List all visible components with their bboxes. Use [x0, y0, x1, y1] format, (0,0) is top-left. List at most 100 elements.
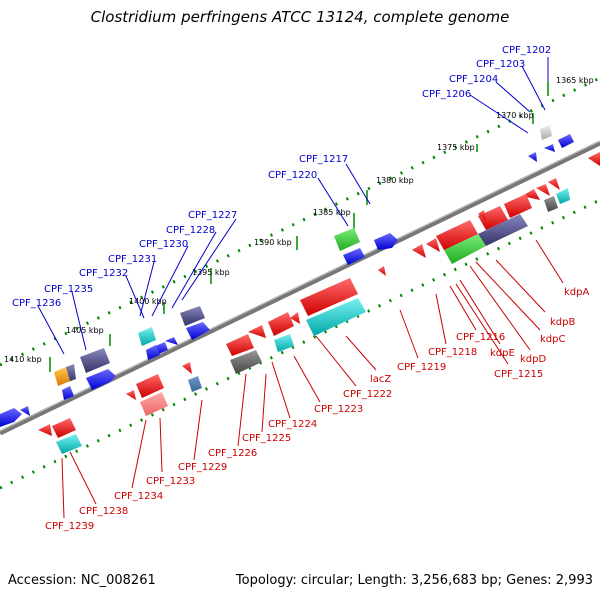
- gene-label[interactable]: CPF_1206: [422, 89, 471, 100]
- gene-label[interactable]: kdpE: [490, 348, 515, 359]
- gene-feature[interactable]: [374, 233, 398, 250]
- gene-feature[interactable]: [540, 125, 552, 140]
- reverse-genes: [38, 152, 600, 454]
- gene-label[interactable]: CPF_1203: [476, 59, 525, 70]
- gene-feature[interactable]: [436, 220, 478, 250]
- gene-feature[interactable]: [528, 152, 537, 162]
- gene-label[interactable]: CPF_1231: [108, 254, 157, 265]
- leader-line: [71, 291, 87, 351]
- gene-label[interactable]: CPF_1239: [45, 521, 94, 532]
- gene-feature[interactable]: [186, 322, 210, 340]
- gene-feature[interactable]: [54, 367, 70, 386]
- accession-text: Accession: NC_008261: [8, 573, 156, 588]
- gene-feature[interactable]: [140, 392, 168, 416]
- leader-line: [37, 305, 65, 355]
- gene-feature[interactable]: [378, 266, 386, 276]
- gene-feature[interactable]: [478, 214, 528, 246]
- gene-label[interactable]: CPF_1238: [79, 506, 128, 517]
- gene-feature[interactable]: [290, 312, 300, 324]
- gene-label[interactable]: CPF_1225: [242, 433, 291, 444]
- gene-label[interactable]: kdpC: [540, 334, 565, 345]
- gene-feature[interactable]: [38, 424, 52, 436]
- gene-feature[interactable]: [300, 278, 358, 316]
- gene-feature[interactable]: [343, 248, 365, 265]
- gene-feature[interactable]: [126, 390, 136, 400]
- gene-feature[interactable]: [544, 196, 558, 212]
- leader-line: [455, 283, 509, 365]
- gene-label[interactable]: CPF_1232: [79, 268, 128, 279]
- gene-label[interactable]: CPF_1223: [314, 404, 363, 415]
- gene-label[interactable]: CPF_1218: [428, 347, 477, 358]
- gene-feature[interactable]: [412, 244, 426, 258]
- gene-label[interactable]: CPF_1219: [397, 362, 446, 373]
- gene-feature[interactable]: [558, 134, 574, 148]
- gene-label[interactable]: CPF_1220: [268, 170, 317, 181]
- gene-feature[interactable]: [536, 184, 550, 196]
- gene-feature[interactable]: [180, 306, 205, 326]
- gene-feature[interactable]: [268, 312, 294, 336]
- leader-line: [139, 261, 155, 317]
- tick-label: 1400 kbp: [129, 297, 167, 306]
- gene-feature[interactable]: [86, 369, 116, 390]
- gene-feature[interactable]: [138, 327, 156, 346]
- gene-feature[interactable]: [274, 334, 294, 352]
- gene-feature[interactable]: [548, 178, 560, 190]
- gene-feature[interactable]: [544, 144, 555, 152]
- leader-line: [317, 177, 349, 227]
- gene-label[interactable]: lacZ: [370, 374, 391, 385]
- gene-feature[interactable]: [165, 337, 178, 345]
- gene-label[interactable]: CPF_1230: [139, 239, 188, 250]
- gene-label[interactable]: CPF_1217: [299, 154, 348, 165]
- gene-label[interactable]: CPF_1236: [12, 298, 61, 309]
- gene-feature[interactable]: [334, 228, 360, 251]
- gene-feature[interactable]: [0, 408, 22, 427]
- gene-feature[interactable]: [426, 238, 440, 252]
- leader-line: [469, 94, 529, 134]
- gene-feature[interactable]: [230, 350, 262, 374]
- gene-label[interactable]: kdpD: [520, 354, 546, 365]
- leader-line: [345, 335, 377, 371]
- gene-label[interactable]: CPF_1234: [114, 491, 163, 502]
- gene-feature[interactable]: [56, 434, 82, 454]
- leader-line: [61, 457, 65, 519]
- gene-label[interactable]: CPF_1233: [146, 476, 195, 487]
- tick-label: 1395 kbp: [192, 268, 230, 277]
- gene-feature[interactable]: [52, 418, 76, 438]
- leader-line: [459, 279, 501, 345]
- gene-label[interactable]: CPF_1228: [166, 225, 215, 236]
- gene-label[interactable]: kdpA: [564, 287, 589, 298]
- tick-label: 1385 kbp: [313, 208, 351, 217]
- gene-feature[interactable]: [80, 348, 110, 373]
- gene-feature[interactable]: [504, 194, 532, 218]
- leader-lines-bottom: [61, 239, 564, 519]
- gene-feature[interactable]: [478, 206, 508, 230]
- gene-feature[interactable]: [478, 210, 486, 220]
- gene-feature[interactable]: [226, 334, 254, 356]
- gene-feature[interactable]: [146, 345, 160, 360]
- gene-feature[interactable]: [306, 298, 366, 336]
- gene-label[interactable]: CPF_1226: [208, 448, 257, 459]
- gene-label[interactable]: CPF_1216: [456, 332, 505, 343]
- gene-label[interactable]: CPF_1215: [494, 369, 543, 380]
- gene-feature[interactable]: [556, 188, 570, 204]
- gene-feature[interactable]: [248, 325, 266, 338]
- gene-feature[interactable]: [522, 189, 540, 200]
- gene-feature[interactable]: [188, 376, 202, 392]
- tick-label: 1365 kbp: [556, 76, 594, 85]
- gene-label[interactable]: CPF_1235: [44, 284, 93, 295]
- gene-label[interactable]: CPF_1202: [502, 45, 551, 56]
- gene-feature[interactable]: [588, 152, 600, 166]
- gene-feature[interactable]: [444, 234, 486, 264]
- gene-label[interactable]: CPF_1204: [449, 74, 498, 85]
- gene-label[interactable]: CPF_1222: [343, 389, 392, 400]
- gene-label[interactable]: CPF_1227: [188, 210, 237, 221]
- gene-feature[interactable]: [20, 406, 30, 416]
- map-title: Clostridium perfringens ATCC 13124, comp…: [90, 8, 510, 26]
- gene-feature[interactable]: [182, 362, 192, 374]
- gene-feature[interactable]: [62, 386, 74, 400]
- gene-label[interactable]: kdpB: [550, 317, 575, 328]
- gene-feature[interactable]: [136, 374, 164, 398]
- gene-label[interactable]: CPF_1229: [178, 462, 227, 473]
- gene-label[interactable]: CPF_1224: [268, 419, 317, 430]
